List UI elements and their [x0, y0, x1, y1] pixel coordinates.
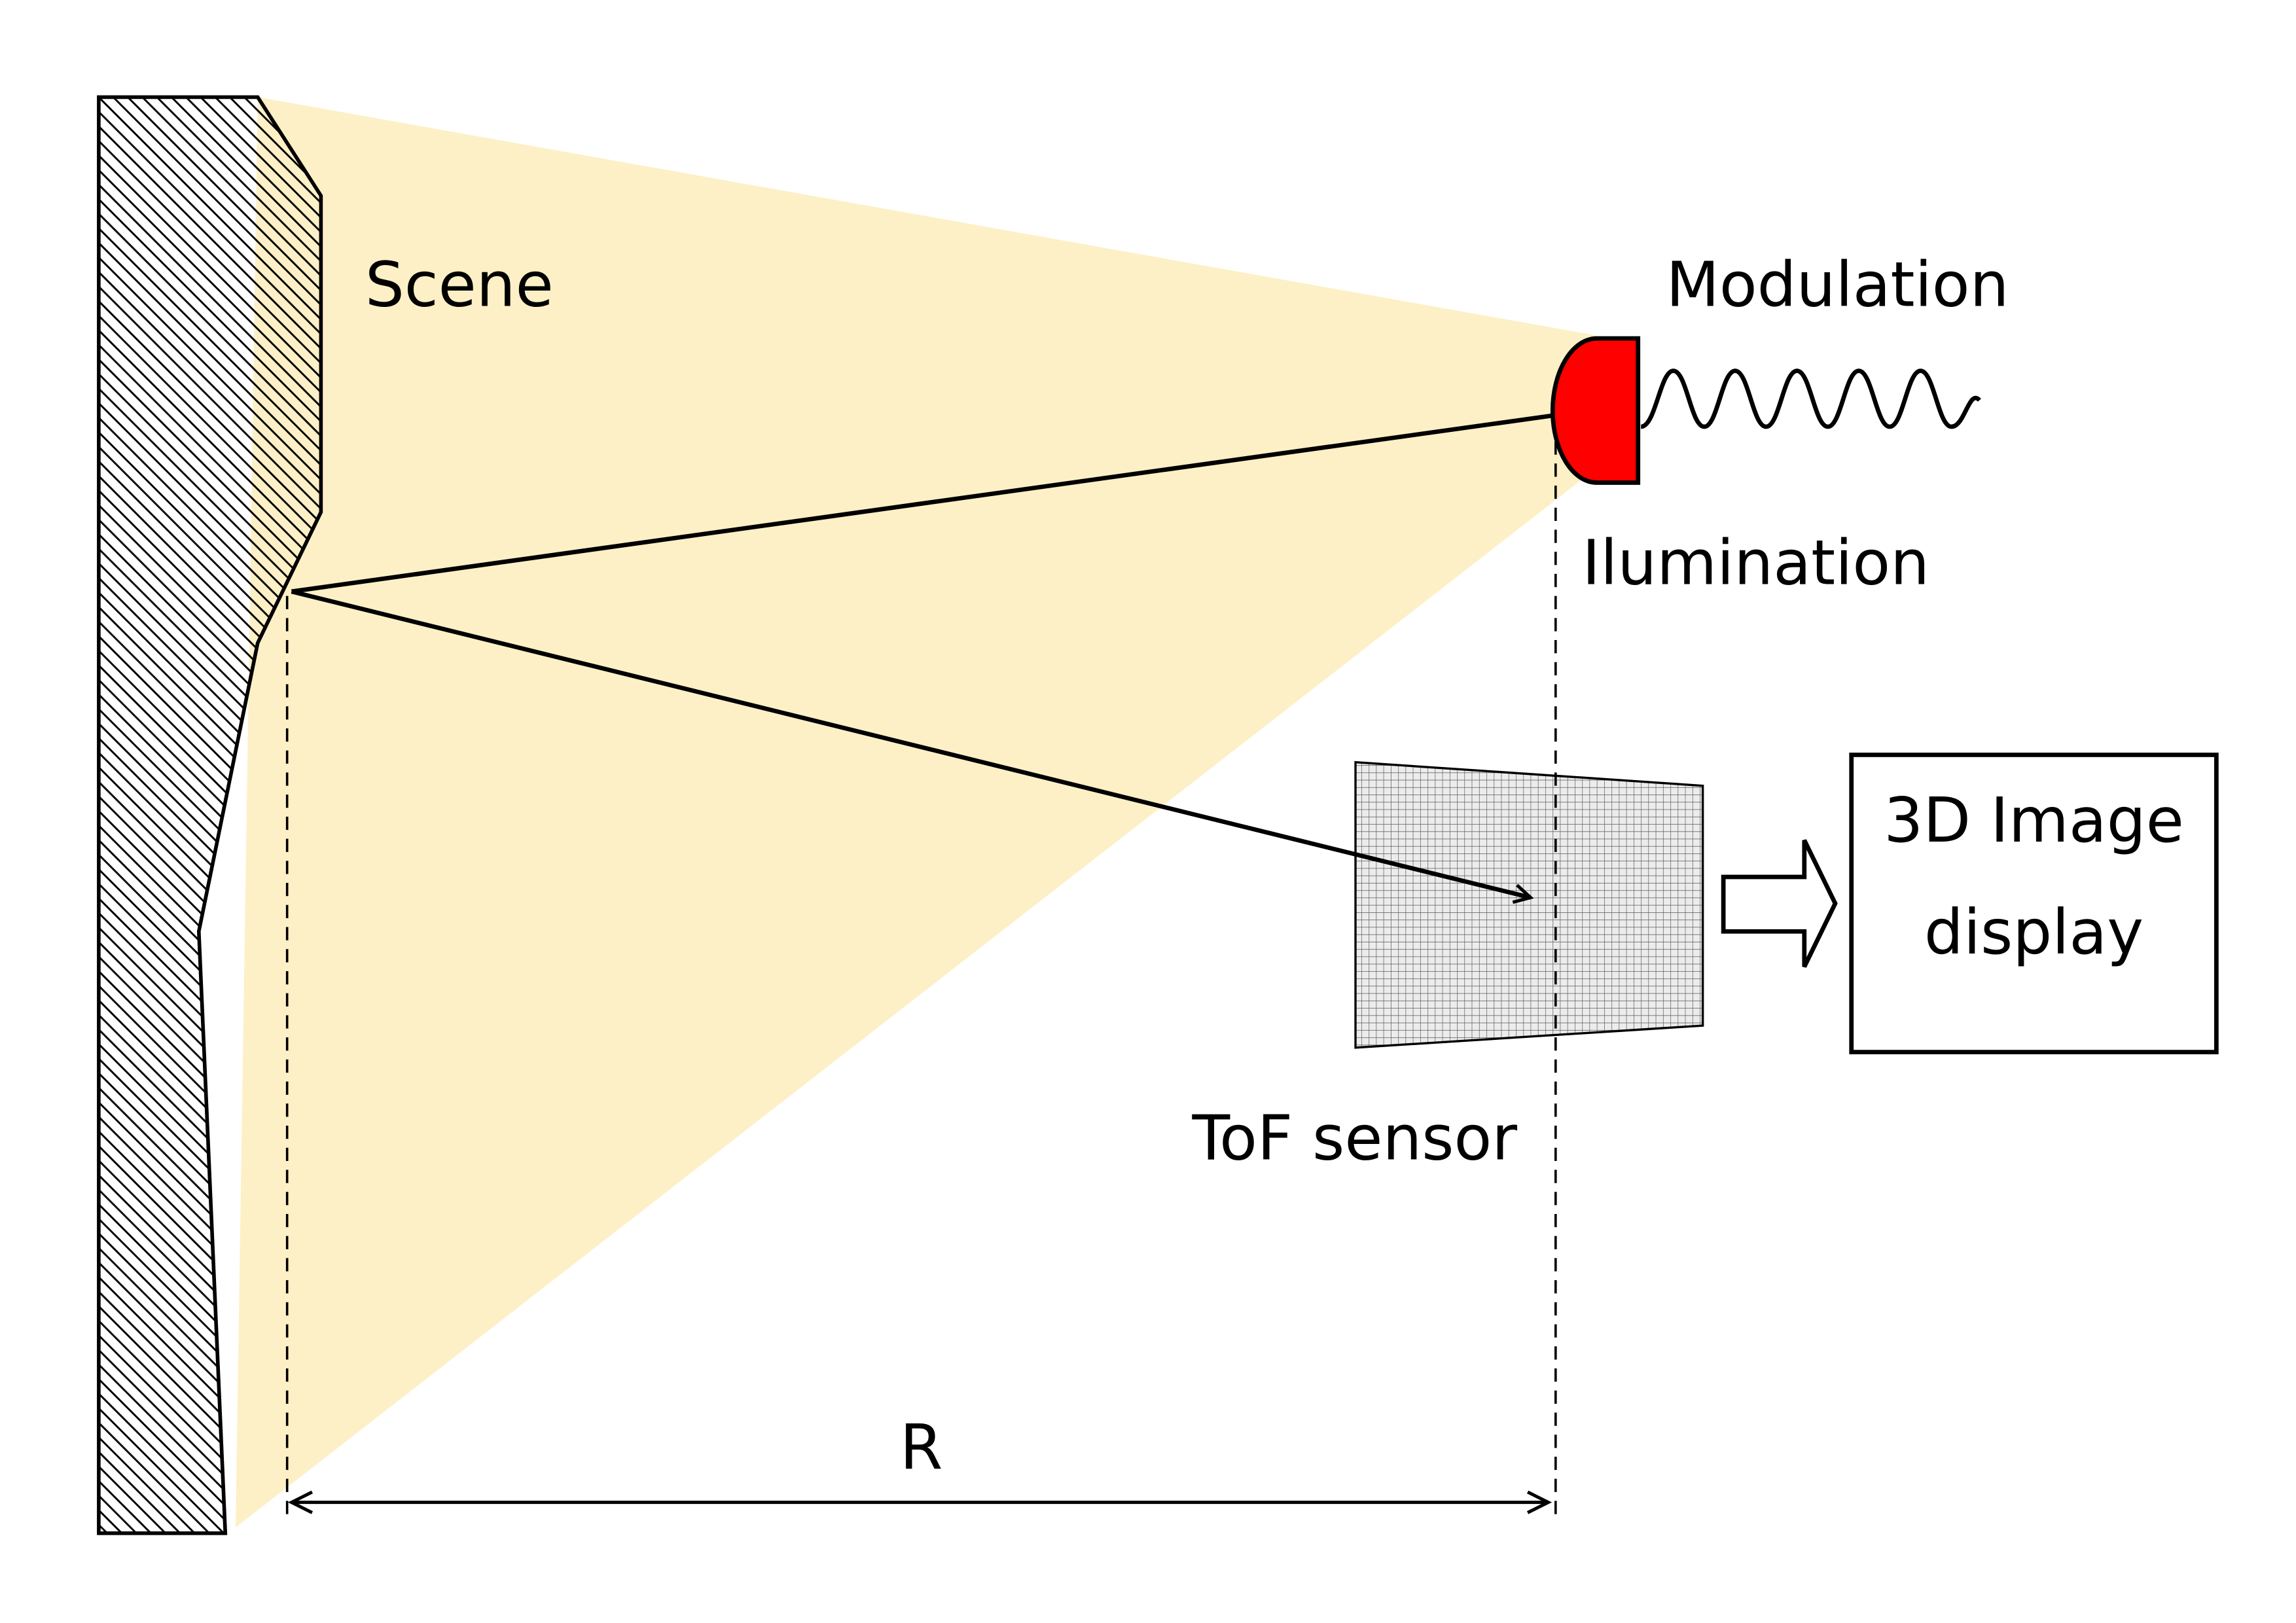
display-label-line1: 3D Image	[1884, 785, 2184, 857]
distance-label: R	[900, 1412, 943, 1484]
distance-arrowhead-left	[287, 1490, 314, 1514]
modulation-label: Modulation	[1666, 249, 2009, 321]
reflected-ray	[291, 589, 1530, 898]
scene-label: Scene	[365, 249, 554, 321]
illumination-ray	[291, 412, 1558, 594]
illumination-label: Ilumination	[1582, 527, 1929, 599]
tof-sensor-label: ToF sensor	[1191, 1103, 1517, 1175]
tof-sensor	[1354, 760, 1704, 1049]
display-box	[1849, 753, 2219, 1054]
sine-wave-icon	[1640, 368, 1981, 429]
red-led-icon	[1550, 336, 1641, 485]
display-label-line2: display	[1924, 897, 2144, 969]
scene-wall	[97, 95, 323, 1535]
distance-arrowhead-right	[1526, 1490, 1552, 1514]
hollow-arrow-icon	[1721, 839, 1838, 968]
